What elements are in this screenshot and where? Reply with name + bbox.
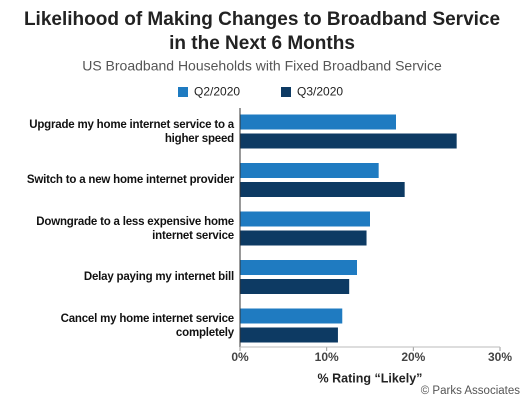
category-label: Delay paying my internet bill	[83, 271, 234, 283]
category-label: Downgrade to a less expensive home inter…	[36, 215, 234, 242]
category-label: Upgrade my home internet service to a hi…	[29, 118, 234, 145]
legend-label: Q3/2020	[297, 85, 343, 99]
x-axis-title: % Rating “Likely”	[318, 371, 423, 385]
legend-label: Q2/2020	[194, 85, 240, 99]
bar	[240, 230, 367, 246]
x-tick-label: 10%	[315, 350, 339, 364]
category-label: Cancel my home internet service complete…	[60, 312, 235, 339]
legend-swatch	[178, 87, 188, 97]
bar	[240, 114, 396, 130]
chart-subtitle: US Broadband Households with Fixed Broad…	[82, 58, 442, 74]
bar	[240, 163, 379, 178]
x-tick-label: 0%	[231, 350, 249, 364]
bar	[240, 260, 357, 275]
source: © Parks Associates	[421, 385, 520, 397]
x-tick-label: 30%	[488, 350, 512, 364]
bar	[240, 133, 457, 149]
category-label: Switch to a new home internet provider	[26, 174, 234, 186]
x-tick-label: 20%	[401, 350, 425, 364]
bar	[240, 327, 338, 343]
chart-title: Likelihood of Making Changes to Broadban…	[24, 9, 500, 54]
bar	[240, 211, 370, 227]
legend-swatch	[281, 87, 291, 97]
bar	[240, 279, 350, 294]
bar	[240, 308, 343, 324]
bar	[240, 182, 405, 197]
